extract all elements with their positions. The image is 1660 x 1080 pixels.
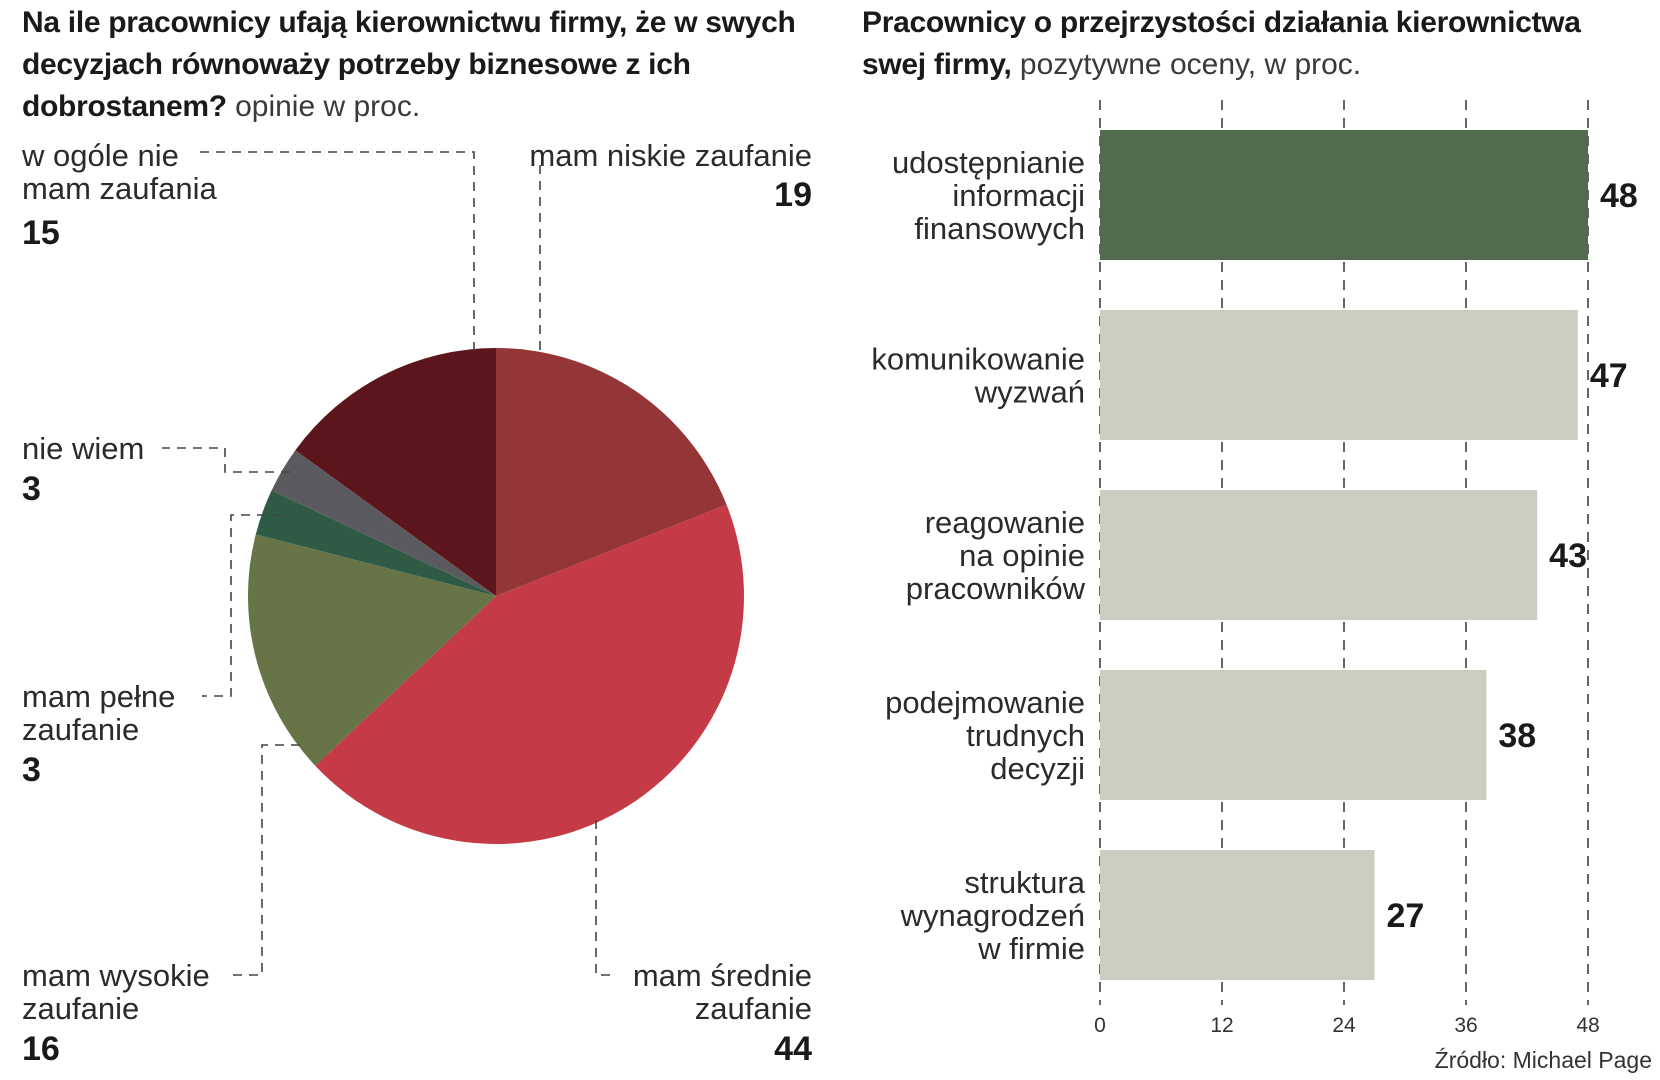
pie-label-full-trust: mam pełne zaufanie [22,679,175,747]
bar-value-financial-info: 48 [1600,177,1638,215]
pie-value-medium-trust: 44 [774,1030,812,1068]
bar-pay-structure [1100,850,1375,980]
bar-feedback [1100,490,1538,620]
pie-label-medium-trust: mam średnie zaufanie [633,958,812,1026]
x-tick-24: 24 [1332,1014,1356,1037]
leader-full-trust [202,514,282,697]
bar-value-tough-decisions: 38 [1498,717,1536,755]
x-tick-12: 12 [1210,1014,1233,1037]
pie-slice-low-trust [496,348,727,596]
pie-label-no-trust: w ogóle nie mam zaufania [21,138,217,206]
bar-chart: 0 12 24 36 48 udostępnianie informacji finansow… [871,100,1638,1037]
leader-medium-trust [595,820,616,976]
bar-label-tough-decisions: podejmowanie trudnych decyzji [885,685,1085,786]
pie-slice-high-trust [247,534,496,766]
bar-value-feedback: 43 [1549,537,1587,575]
pie-value-low-trust: 19 [774,176,812,214]
pie-value-no-trust: 15 [22,214,60,252]
pie-value-high-trust: 16 [22,1030,60,1068]
bar-title-subtitle: pozytywne oceny, w proc. [1011,48,1362,81]
leader-dont-know [162,447,290,473]
bar-title-bold: Pracownicy o przejrzystości działania ki… [862,6,1581,81]
pie-label-low-trust: mam niskie zaufanie [529,138,812,173]
pie-title-subtitle: opinie w proc. [226,90,421,123]
bar-label-challenges: komunikowanie wyzwań [871,342,1085,410]
bar-label-financial-info: udostępnianie informacji finansowych [892,145,1085,246]
bar-financial-info [1100,130,1588,260]
pie-label-dont-know: nie wiem [22,431,144,466]
pie-value-full-trust: 3 [22,751,41,789]
bar-value-pay-structure: 27 [1387,897,1425,935]
bar-challenges [1100,310,1578,440]
pie-slice-no-trust [295,348,496,596]
source-note: Źródło: Michael Page [1435,1047,1652,1073]
pie-title-bold: Na ile pracownicy ufają kierownictwu fir… [22,6,796,123]
x-tick-48: 48 [1576,1014,1599,1037]
bar-value-challenges: 47 [1590,357,1628,395]
bar-label-feedback: reagowanie na opinie pracowników [906,505,1086,606]
pie-chart-title: Na ile pracownicy ufają kierownictwu fir… [22,2,822,128]
pie-slice-dont-know [271,450,496,596]
x-tick-0: 0 [1094,1014,1106,1037]
pie-slice-medium-trust [315,504,744,844]
bar-label-pay-structure: struktura wynagrodzeń w firmie [900,865,1086,966]
leader-high-trust [232,744,300,976]
bar-chart-title: Pracownicy o przejrzystości działania ki… [862,2,1652,86]
bar-tough-decisions [1100,670,1487,800]
pie-label-high-trust: mam wysokie zaufanie [22,958,210,1026]
pie-slice-full-trust [255,490,496,596]
x-tick-36: 36 [1454,1014,1477,1037]
leader-no-trust [200,151,475,351]
pie-value-dont-know: 3 [22,470,41,508]
